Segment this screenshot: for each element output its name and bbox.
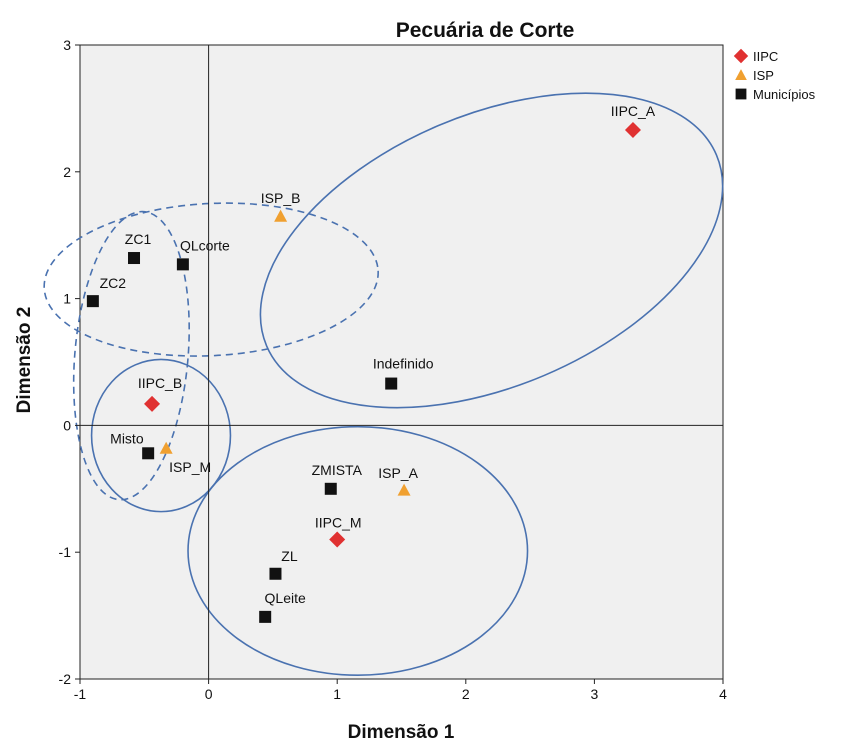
point-label-zc1: ZC1 — [125, 231, 152, 247]
data-point-iipc-a — [624, 121, 641, 138]
x-tick-label: 0 — [205, 686, 213, 702]
grouping-ellipse-4-dashed — [43, 202, 379, 357]
y-tick-label: 0 — [63, 417, 71, 433]
point-label-indefinido: Indefinido — [373, 356, 434, 372]
y-tick-label: 3 — [63, 37, 71, 53]
y-tick-label: 2 — [63, 164, 71, 180]
data-point-zl — [269, 567, 282, 580]
x-tick-label: 4 — [719, 686, 727, 702]
x-tick-label: 1 — [333, 686, 341, 702]
legend-marker-square — [735, 88, 747, 100]
data-point-isp-a — [397, 483, 411, 496]
point-label-iipc-b: IIPC_B — [138, 375, 182, 391]
data-point-zmista — [324, 482, 337, 495]
point-label-misto: Misto — [110, 430, 144, 446]
grouping-ellipse-2 — [187, 425, 529, 676]
point-label-isp-m: ISP_M — [169, 459, 211, 475]
grouping-ellipse-1 — [259, 92, 724, 409]
legend-marker-triangle — [735, 69, 747, 80]
data-point-indefinido — [385, 377, 398, 390]
data-point-zc1 — [128, 252, 141, 265]
y-axis-title: Dimensão 2 — [14, 307, 35, 414]
x-tick-label: 3 — [591, 686, 599, 702]
point-label-isp-a: ISP_A — [378, 465, 418, 481]
grouping-ellipses — [43, 92, 724, 676]
chart-title: Pecuária de Corte — [396, 19, 575, 42]
legend-marker-diamond — [733, 48, 749, 64]
point-label-qlcorte: QLcorte — [180, 237, 230, 253]
legend-label: Municípios — [753, 87, 816, 102]
data-point-qlcorte — [176, 258, 189, 271]
point-label-zmista: ZMISTA — [312, 462, 363, 478]
x-tick-label: 2 — [462, 686, 470, 702]
y-tick-label: -2 — [59, 671, 72, 687]
legend-label: ISP — [753, 68, 774, 83]
grouping-ellipse-3 — [90, 358, 232, 513]
legend-label: IIPC — [753, 49, 778, 64]
point-label-qleite: QLeite — [265, 590, 306, 606]
data-point-iipc-b — [144, 395, 161, 412]
data-points: IIPC_A IIPC_B IIPC_M ISP_B ISP_M ISP_A ZC1 QLco… — [86, 103, 656, 623]
point-label-iipc-m: IIPC_M — [315, 515, 362, 531]
y-tick-label: -1 — [59, 544, 72, 560]
legend: IIPC ISP Municípios — [733, 48, 816, 102]
point-label-isp-b: ISP_B — [261, 190, 301, 206]
reference-lines — [80, 45, 723, 679]
y-tick-label: 1 — [63, 291, 71, 307]
x-tick-label: -1 — [74, 686, 87, 702]
x-axis-title: Dimensão 1 — [348, 722, 455, 743]
point-label-zc2: ZC2 — [100, 275, 127, 291]
data-point-zc2 — [86, 295, 99, 308]
data-point-isp-b — [274, 209, 288, 222]
point-label-zl: ZL — [281, 548, 298, 564]
data-point-iipc-m — [329, 531, 346, 548]
data-point-qleite — [259, 610, 272, 623]
data-point-isp-m — [159, 441, 173, 454]
point-label-iipc-a: IIPC_A — [611, 103, 656, 119]
data-point-misto — [142, 447, 155, 460]
grouping-ellipse-5-dashed — [72, 210, 190, 501]
